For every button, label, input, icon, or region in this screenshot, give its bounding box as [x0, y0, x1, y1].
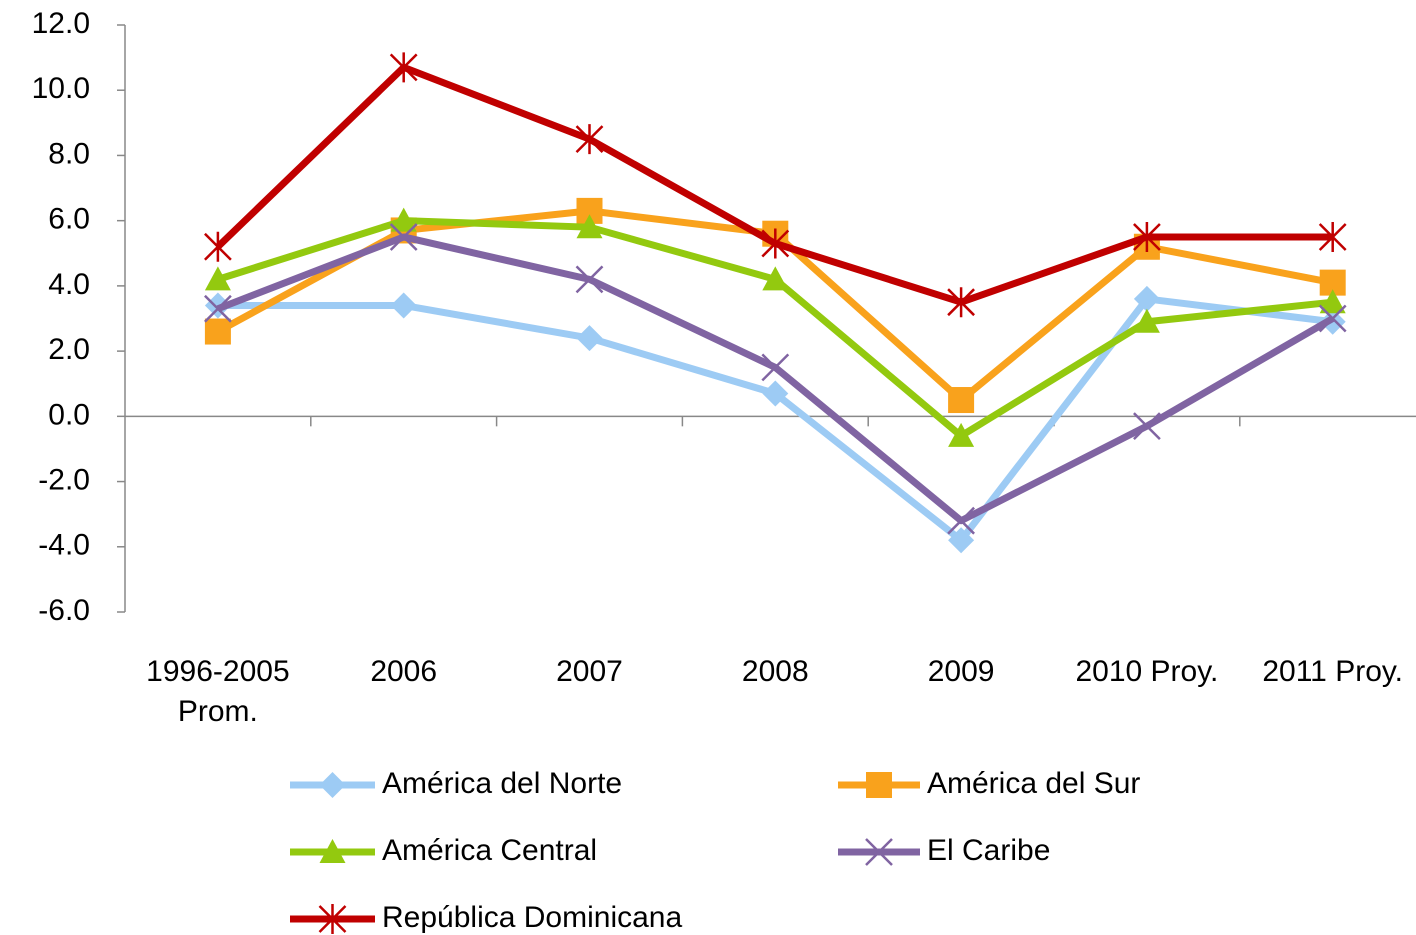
- point: [1319, 289, 1346, 314]
- x-tick-label: 2011 Proy.: [1262, 655, 1403, 688]
- point: [761, 228, 790, 259]
- legend-marker: [865, 838, 893, 866]
- legend-label: América del Sur: [927, 767, 1140, 800]
- point: [390, 207, 417, 232]
- point: [762, 266, 789, 291]
- point: [390, 292, 417, 319]
- point: [1318, 304, 1347, 333]
- point: [1133, 221, 1161, 252]
- point: [947, 287, 975, 318]
- y-tick-label: 10.0: [32, 72, 90, 105]
- series-line: [217, 295, 1334, 544]
- point: [948, 422, 975, 447]
- y-tick-label: -4.0: [38, 529, 90, 562]
- x-tick-label: 2007: [556, 655, 623, 688]
- y-tick-label: 6.0: [48, 203, 90, 236]
- legend-marker: [318, 904, 347, 934]
- point: [948, 527, 975, 554]
- point: [1133, 285, 1160, 312]
- point: [761, 353, 790, 382]
- point: [204, 266, 231, 291]
- point: [576, 214, 603, 239]
- x-tick-label: 2009: [927, 655, 995, 688]
- y-tick-label: 0.0: [48, 398, 90, 431]
- legend-label: República Dominicana: [382, 901, 682, 934]
- point: [576, 325, 603, 352]
- y-tick-label: 2.0: [48, 333, 90, 366]
- legend-label: América del Norte: [382, 767, 622, 800]
- x-tick-label: 2010 Proy.: [1075, 655, 1219, 688]
- point: [204, 294, 232, 323]
- point: [762, 380, 789, 407]
- point: [389, 52, 418, 83]
- y-tick-label: -2.0: [38, 463, 90, 496]
- point: [948, 387, 975, 414]
- legend-marker: [866, 772, 892, 798]
- y-tick-label: 8.0: [48, 137, 90, 170]
- legend-marker: [319, 839, 346, 863]
- point: [1133, 308, 1160, 333]
- point: [204, 318, 231, 345]
- legend-marker: [319, 772, 346, 798]
- x-tick-label: 2008: [741, 655, 809, 688]
- x-tick-label: 2006: [370, 655, 438, 688]
- point: [1318, 221, 1347, 252]
- point: [389, 223, 418, 251]
- point: [575, 124, 604, 155]
- point: [575, 265, 604, 294]
- point: [1133, 412, 1161, 441]
- legend-label: El Caribe: [927, 834, 1050, 867]
- y-tick-label: -6.0: [38, 594, 90, 627]
- point: [947, 506, 975, 535]
- legend-label: América Central: [382, 834, 597, 867]
- y-tick-label: 4.0: [48, 268, 90, 301]
- point: [204, 231, 232, 262]
- x-tick-label: 1996-2005 Prom.: [146, 655, 290, 728]
- y-tick-label: 12.0: [32, 7, 90, 40]
